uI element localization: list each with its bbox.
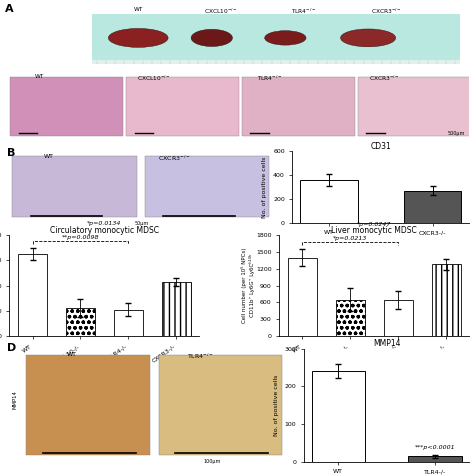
Text: 100μm: 100μm xyxy=(203,459,221,465)
Y-axis label: Cell number (per 10⁵ NPCs)
CD11b⁺ Ly6G⁺ Ly6Cʰ¹³ʰ: Cell number (per 10⁵ NPCs) CD11b⁺ Ly6G⁺ … xyxy=(241,248,255,323)
Text: CXCL10$^{-/-}$: CXCL10$^{-/-}$ xyxy=(204,7,238,16)
Text: B: B xyxy=(7,148,15,158)
Bar xyxy=(114,309,143,336)
Text: WT: WT xyxy=(44,154,54,159)
Text: CXCR3$^{-/-}$: CXCR3$^{-/-}$ xyxy=(158,154,190,163)
Title: MMP14: MMP14 xyxy=(373,339,401,348)
Text: WT: WT xyxy=(134,7,143,11)
Bar xyxy=(288,258,317,336)
Ellipse shape xyxy=(340,29,396,47)
Text: CXCR3$^{-/-}$: CXCR3$^{-/-}$ xyxy=(371,7,402,16)
Text: TLR4$^{-/-}$: TLR4$^{-/-}$ xyxy=(187,352,214,361)
Bar xyxy=(358,77,471,136)
Bar xyxy=(92,13,460,62)
Title: Liver monocytic MDSC: Liver monocytic MDSC xyxy=(331,226,417,235)
Text: MMP14: MMP14 xyxy=(13,390,18,409)
Text: A: A xyxy=(5,3,13,13)
Y-axis label: No. of positive cells: No. of positive cells xyxy=(263,157,267,218)
Text: **p=0.0098: **p=0.0098 xyxy=(62,235,99,240)
Bar xyxy=(242,77,355,136)
Text: *p=0.0247: *p=0.0247 xyxy=(357,222,392,227)
Bar xyxy=(384,300,413,336)
Bar xyxy=(432,264,461,336)
Text: 500μm: 500μm xyxy=(447,131,465,136)
Bar xyxy=(126,77,239,136)
Title: Circulatory monocytic MDSC: Circulatory monocytic MDSC xyxy=(50,226,159,235)
Bar xyxy=(92,60,460,63)
Bar xyxy=(27,355,150,455)
Text: 50μm: 50μm xyxy=(135,221,149,226)
Bar xyxy=(301,180,357,223)
Text: WT: WT xyxy=(35,74,44,79)
Bar xyxy=(158,355,283,455)
Bar xyxy=(336,299,365,336)
Bar xyxy=(404,191,461,223)
Text: WT: WT xyxy=(66,352,76,357)
Ellipse shape xyxy=(109,29,168,47)
Text: D: D xyxy=(7,343,16,353)
Bar xyxy=(162,282,191,336)
Text: ***p<0.0001: ***p<0.0001 xyxy=(415,445,456,450)
Text: *p=0.0213: *p=0.0213 xyxy=(333,236,367,241)
Text: *p=0.0134: *p=0.0134 xyxy=(87,221,122,226)
Ellipse shape xyxy=(264,30,306,45)
Text: CXCL10$^{-/-}$: CXCL10$^{-/-}$ xyxy=(137,74,171,83)
Bar xyxy=(10,77,123,136)
Ellipse shape xyxy=(191,30,232,47)
Text: TLR4$^{-/-}$: TLR4$^{-/-}$ xyxy=(291,7,317,16)
Y-axis label: No. of positive cells: No. of positive cells xyxy=(274,375,279,436)
Bar xyxy=(145,157,269,217)
Bar xyxy=(311,371,365,462)
Bar xyxy=(409,456,462,462)
Title: CD31: CD31 xyxy=(371,142,391,151)
Text: TLR4$^{-/-}$: TLR4$^{-/-}$ xyxy=(256,74,282,83)
Bar xyxy=(18,254,47,336)
Bar xyxy=(66,308,95,336)
Text: CXCR3$^{-/-}$: CXCR3$^{-/-}$ xyxy=(369,74,400,83)
Bar xyxy=(12,157,137,217)
